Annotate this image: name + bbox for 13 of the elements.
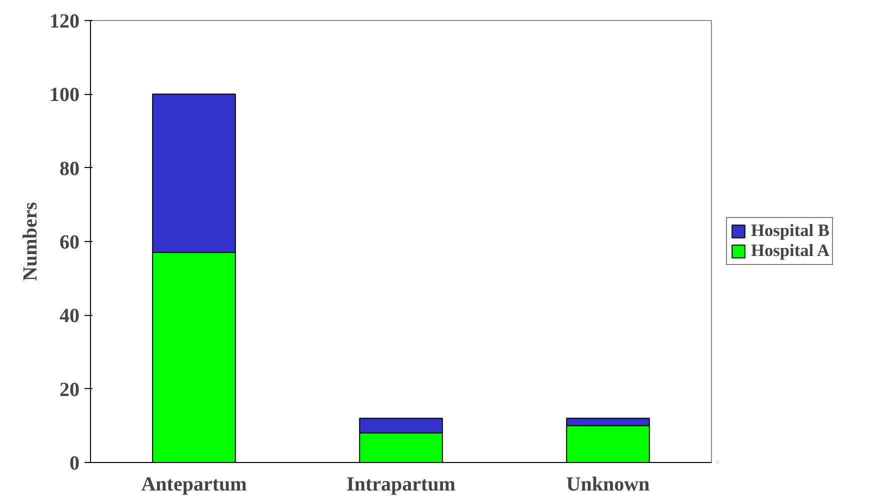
x-tick-label: Intrapartum bbox=[346, 474, 456, 496]
x-tick-label: Antepartum bbox=[141, 474, 248, 496]
y-tick-label: 0 bbox=[70, 452, 80, 474]
y-tick-label: 120 bbox=[50, 10, 80, 32]
y-tick-label: 60 bbox=[60, 232, 80, 254]
y-tick-label: 80 bbox=[60, 158, 80, 180]
legend-label: Hospital A bbox=[751, 241, 830, 261]
y-axis-title: Numbers bbox=[20, 202, 42, 281]
y-tick-label: 100 bbox=[50, 84, 80, 106]
y-tick-label: 40 bbox=[60, 305, 80, 328]
x-tick-label: Unknown bbox=[566, 474, 650, 496]
legend-label: Hospital B bbox=[751, 221, 830, 241]
y-tick-label: 20 bbox=[60, 378, 80, 401]
